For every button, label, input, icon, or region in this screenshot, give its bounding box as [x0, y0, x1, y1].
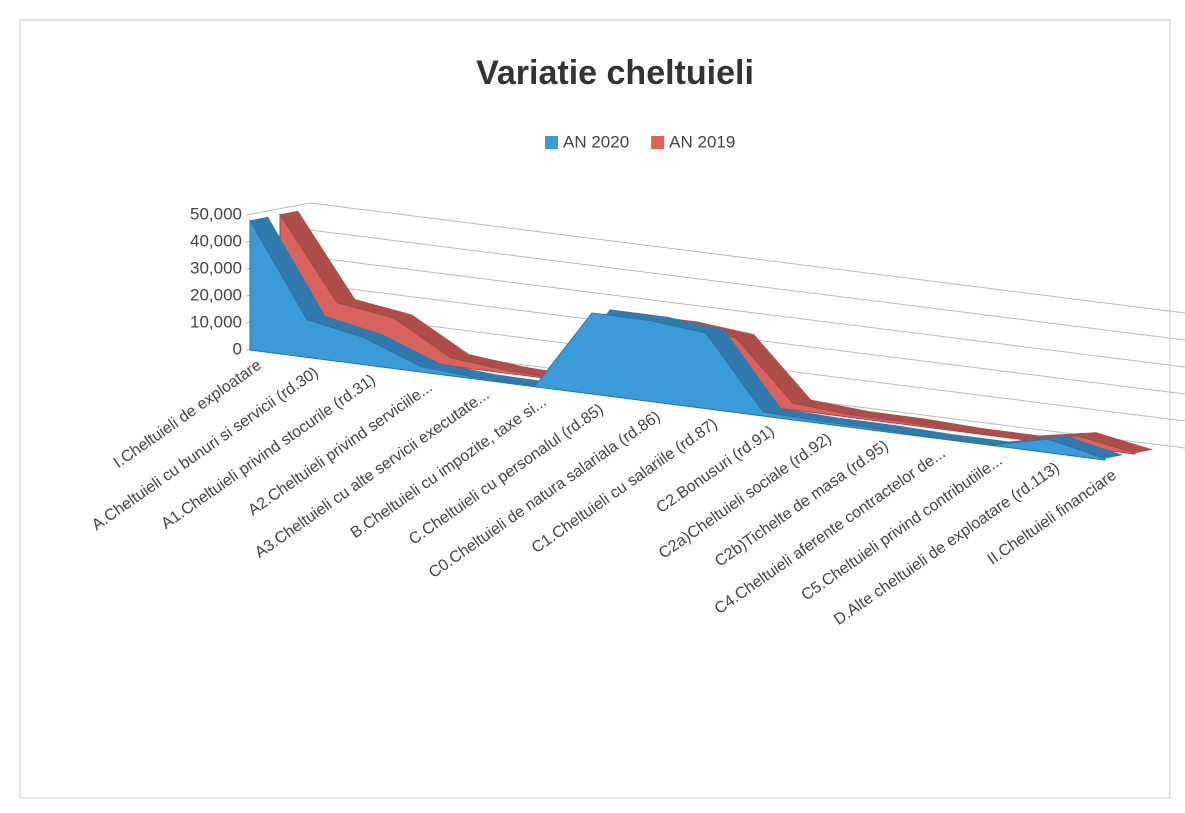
grid-line [309, 256, 1185, 368]
y-tick-label: 40,000 [190, 231, 242, 250]
chart-frame [19, 19, 1171, 799]
grid-line [245, 202, 311, 216]
chart-title: Variatie cheltuieli [476, 54, 754, 92]
legend-label: AN 2020 [563, 132, 629, 151]
y-tick-label: 10,000 [190, 312, 242, 331]
y-tick-label: 20,000 [190, 285, 242, 304]
y-tick-label: 0 [233, 339, 242, 358]
y-tick-label: 30,000 [190, 258, 242, 277]
grid-line [309, 202, 1185, 314]
grid-line [309, 229, 1185, 341]
legend-label: AN 2019 [669, 132, 735, 151]
area [249, 218, 1106, 461]
legend-swatch [651, 136, 665, 149]
y-tick-label: 50,000 [190, 204, 242, 223]
legend-swatch [545, 136, 558, 149]
